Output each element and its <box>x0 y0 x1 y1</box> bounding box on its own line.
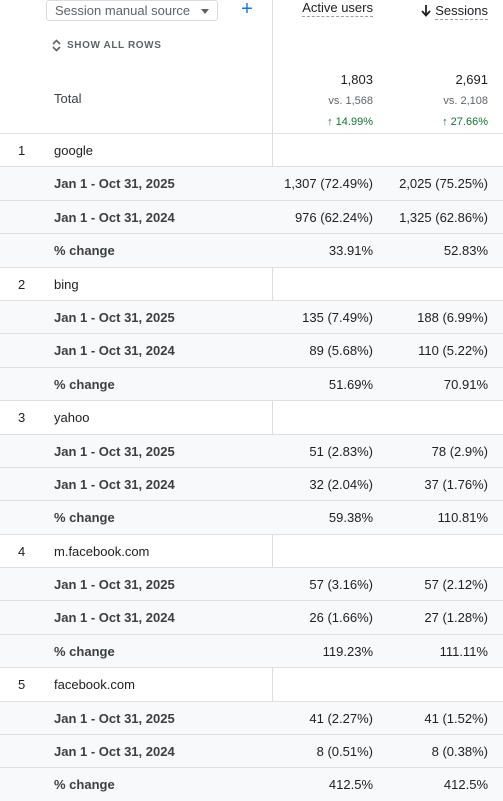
active-users-cell: 41 (2.27%) <box>309 710 373 726</box>
table-row[interactable]: 2 bing <box>0 266 503 300</box>
total-active-users: 1,803 vs. 1,568 ↑ 14.99% <box>327 72 373 130</box>
active-users-cell: 26 (1.66%) <box>309 610 373 626</box>
sessions-cell: 8 (0.38%) <box>431 744 488 760</box>
table-row[interactable]: 1 google <box>0 133 503 166</box>
sessions-cell: 1,325 (62.86%) <box>399 209 488 225</box>
sessions-label: Sessions <box>435 2 488 20</box>
active-users-cell: 32 (2.04%) <box>309 476 373 492</box>
sessions-cell: 57 (2.12%) <box>424 577 488 593</box>
period-label: Jan 1 - Oct 31, 2025 <box>54 443 175 459</box>
period-label: Jan 1 - Oct 31, 2025 <box>54 577 175 593</box>
table-row-period: Jan 1 - Oct 31, 2024 8 (0.51%) 8 (0.38%) <box>0 734 503 768</box>
sessions-cell: 188 (6.99%) <box>417 309 488 325</box>
table-row-period: Jan 1 - Oct 31, 2025 135 (7.49%) 188 (6.… <box>0 299 503 334</box>
sessions-cell: 37 (1.76%) <box>424 476 488 492</box>
total-sessions-compare: vs. 2,108 <box>443 95 488 107</box>
table-row-period: Jan 1 - Oct 31, 2024 26 (1.66%) 27 (1.28… <box>0 600 503 634</box>
table-row-change: % change 33.91% 52.83% <box>0 233 503 267</box>
active-users-cell: 135 (7.49%) <box>302 309 373 325</box>
active-users-cell: 1,307 (72.49%) <box>284 176 373 192</box>
table-row-period: Jan 1 - Oct 31, 2025 41 (2.27%) 41 (1.52… <box>0 700 503 735</box>
total-active-users-compare: vs. 1,568 <box>328 95 373 107</box>
table-row-change: % change 119.23% 111.11% <box>0 633 503 668</box>
table-row[interactable]: 5 facebook.com <box>0 667 503 700</box>
period-label: Jan 1 - Oct 31, 2025 <box>54 309 175 325</box>
sessions-cell: 2,025 (75.25%) <box>399 176 488 192</box>
table-row[interactable]: 4 m.facebook.com <box>0 533 503 567</box>
active-users-cell: 8 (0.51%) <box>316 744 373 760</box>
period-label: Jan 1 - Oct 31, 2024 <box>54 610 175 626</box>
total-active-users-change: ↑ 14.99% <box>327 116 373 128</box>
expand-rows-icon <box>52 38 61 52</box>
column-header-active-users[interactable]: Active users <box>302 0 373 22</box>
table-row[interactable]: 3 yahoo <box>0 400 503 433</box>
change-label: % change <box>54 777 115 793</box>
row-index: 1 <box>18 143 26 158</box>
table-row-period: Jan 1 - Oct 31, 2025 1,307 (72.49%) 2,02… <box>0 166 503 200</box>
row-source: facebook.com <box>54 677 135 693</box>
change-label: % change <box>54 243 115 259</box>
table-row-period: Jan 1 - Oct 31, 2025 57 (3.16%) 57 (2.12… <box>0 567 503 601</box>
table-body: 1 google Jan 1 - Oct 31, 2025 1,307 (72.… <box>0 133 503 801</box>
change-label: % change <box>54 643 115 659</box>
sort-down-arrow-icon <box>421 5 431 17</box>
total-sessions: 2,691 vs. 2,108 ↑ 27.66% <box>442 72 488 130</box>
show-all-rows-label: SHOW ALL ROWS <box>67 39 162 51</box>
period-label: Jan 1 - Oct 31, 2024 <box>54 744 175 760</box>
total-label: Total <box>54 91 82 106</box>
row-source: yahoo <box>54 410 90 426</box>
sessions-change-cell: 52.83% <box>443 243 488 259</box>
table-row-change: % change 51.69% 70.91% <box>0 366 503 401</box>
period-label: Jan 1 - Oct 31, 2025 <box>54 176 175 192</box>
table-row-period: Jan 1 - Oct 31, 2024 32 (2.04%) 37 (1.76… <box>0 466 503 501</box>
dimension-select-label: Session manual source <box>55 3 191 18</box>
period-label: Jan 1 - Oct 31, 2024 <box>54 343 175 359</box>
row-source: google <box>54 143 94 158</box>
sessions-change-cell: 110.81% <box>437 510 488 526</box>
total-sessions-value: 2,691 <box>455 72 488 87</box>
sessions-change-cell: 70.91% <box>443 376 488 392</box>
sessions-cell: 78 (2.9%) <box>431 443 488 459</box>
active-users-change-cell: 412.5% <box>328 777 373 793</box>
caret-down-icon <box>201 9 209 14</box>
sessions-cell: 27 (1.28%) <box>424 610 488 626</box>
dimension-select[interactable]: Session manual source <box>46 0 218 21</box>
add-dimension-button[interactable]: + <box>241 0 253 20</box>
change-label: % change <box>54 376 115 392</box>
row-index: 3 <box>18 410 26 426</box>
row-source: m.facebook.com <box>54 543 150 559</box>
period-label: Jan 1 - Oct 31, 2024 <box>54 476 175 492</box>
active-users-cell: 57 (3.16%) <box>309 577 373 593</box>
table-row-change: % change 59.38% 110.81% <box>0 500 503 534</box>
sessions-cell: 41 (1.52%) <box>424 710 488 726</box>
active-users-change-cell: 119.23% <box>322 643 373 659</box>
total-active-users-value: 1,803 <box>340 72 373 87</box>
active-users-cell: 976 (62.24%) <box>294 209 373 225</box>
period-label: Jan 1 - Oct 31, 2025 <box>54 710 175 726</box>
period-label: Jan 1 - Oct 31, 2024 <box>54 209 175 225</box>
sessions-cell: 110 (5.22%) <box>418 343 488 359</box>
active-users-change-cell: 51.69% <box>328 376 373 392</box>
row-source: bing <box>54 276 79 292</box>
table-row-period: Jan 1 - Oct 31, 2024 89 (5.68%) 110 (5.2… <box>0 333 503 367</box>
column-header-sessions[interactable]: Sessions <box>421 0 488 22</box>
show-all-rows-button[interactable]: SHOW ALL ROWS <box>52 37 161 53</box>
table-row-change: % change 412.5% 412.5% <box>0 767 503 801</box>
table-row-period: Jan 1 - Oct 31, 2025 51 (2.83%) 78 (2.9%… <box>0 433 503 467</box>
row-index: 5 <box>18 677 26 693</box>
total-sessions-change: ↑ 27.66% <box>442 116 488 128</box>
sessions-change-cell: 412.5% <box>443 777 488 793</box>
active-users-cell: 89 (5.68%) <box>309 343 373 359</box>
active-users-label: Active users <box>302 0 373 17</box>
active-users-cell: 51 (2.83%) <box>309 443 373 459</box>
active-users-change-cell: 33.91% <box>328 243 373 259</box>
change-label: % change <box>54 510 115 526</box>
row-index: 2 <box>18 276 26 292</box>
row-index: 4 <box>18 543 26 559</box>
sessions-change-cell: 111.11% <box>439 643 488 659</box>
table-header: Session manual source + SHOW ALL ROWS Ac… <box>0 0 503 133</box>
active-users-change-cell: 59.38% <box>328 510 373 526</box>
table-row-period: Jan 1 - Oct 31, 2024 976 (62.24%) 1,325 … <box>0 199 503 234</box>
